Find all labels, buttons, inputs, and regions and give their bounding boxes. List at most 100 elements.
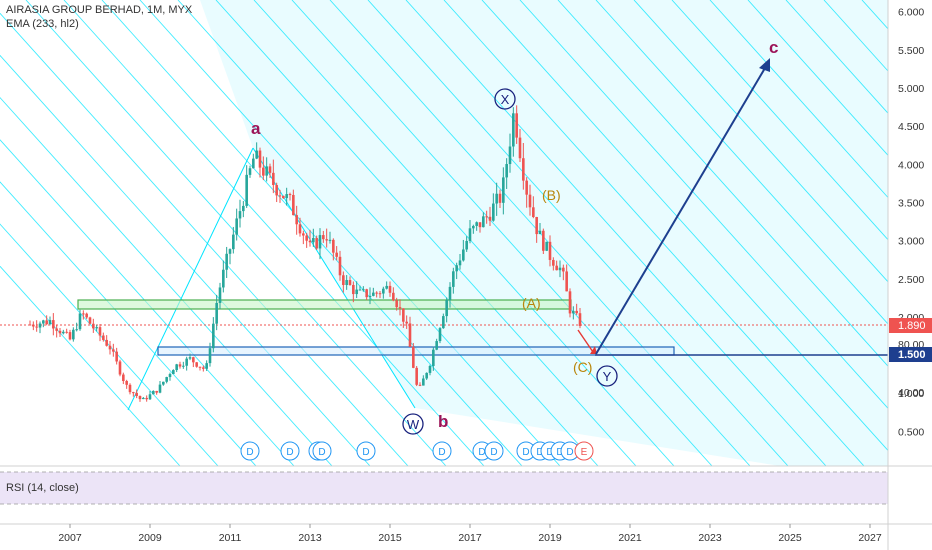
- candle-body: [458, 260, 462, 266]
- candle-body: [188, 357, 192, 359]
- candle-body: [335, 252, 338, 257]
- wave-label-B: (B): [542, 187, 561, 203]
- price-tick-label: 6.000: [898, 7, 924, 19]
- earnings-marker[interactable]: [574, 441, 594, 461]
- price-tick-label: 0.500: [898, 426, 924, 438]
- candle-body: [52, 320, 55, 329]
- candle-body: [532, 207, 535, 218]
- candle-body: [238, 211, 242, 219]
- dividend-marker-label: D: [546, 447, 553, 458]
- pitchfork-line: [253, 0, 675, 466]
- pitchfork-line: [671, 0, 888, 241]
- candle-body: [265, 166, 268, 176]
- candle-body: [452, 271, 455, 287]
- dividend-marker[interactable]: [240, 441, 260, 461]
- pitchfork-line: [595, 0, 888, 325]
- candle-body: [212, 323, 215, 349]
- candle-body: [345, 280, 348, 286]
- candle-body: [352, 284, 355, 295]
- pitchfork-line: [291, 0, 713, 466]
- dividend-marker[interactable]: [356, 441, 376, 461]
- candle-body: [225, 253, 228, 270]
- candle-body: [245, 174, 248, 206]
- dividend-marker[interactable]: [432, 441, 452, 461]
- candle-body: [495, 193, 498, 204]
- pitchfork-line: [0, 12, 409, 466]
- candle-body: [272, 172, 275, 186]
- pitchfork-line: [443, 0, 865, 466]
- candle-body: [485, 216, 488, 218]
- candle-body: [142, 397, 145, 400]
- candle-body: [102, 335, 105, 340]
- candle-body: [252, 158, 255, 169]
- candle-body: [165, 377, 168, 382]
- wave-label-X: X: [501, 92, 510, 107]
- time-tick-label: 2019: [538, 532, 562, 544]
- candle-body: [282, 195, 285, 199]
- candle-body: [122, 374, 125, 382]
- pitchfork-line: [177, 0, 599, 466]
- candle-body: [302, 233, 305, 236]
- rsi-label[interactable]: RSI (14, close): [6, 482, 79, 494]
- candle-body: [388, 285, 392, 293]
- candle-body: [348, 280, 352, 285]
- dividend-marker-label: D: [490, 447, 497, 458]
- pitchfork-handle: [127, 147, 254, 411]
- dividend-marker[interactable]: [484, 441, 504, 461]
- candle-body: [138, 395, 142, 400]
- rsi-legend: RSI (14, close): [6, 481, 79, 495]
- projection-arrow-down: [577, 329, 594, 353]
- pitchfork-line: [519, 0, 888, 409]
- wave-label-c: c: [769, 38, 778, 57]
- candle-body: [568, 291, 572, 314]
- candle-body: [425, 372, 428, 379]
- candle-body: [358, 289, 362, 291]
- candle-body: [442, 316, 445, 329]
- pitchfork-line: [0, 139, 295, 466]
- price-tick-label: 5.500: [898, 45, 924, 57]
- candle-body: [198, 366, 202, 368]
- dividend-marker[interactable]: [312, 441, 332, 461]
- candle-body: [365, 289, 368, 298]
- candle-body: [75, 329, 78, 331]
- pitchfork-line: [215, 0, 637, 466]
- price-tick-label: 3.500: [898, 197, 924, 209]
- time-tick-label: 2023: [698, 532, 722, 544]
- dividend-marker[interactable]: [280, 441, 300, 461]
- candle-body: [168, 374, 172, 378]
- price-axis[interactable]: 6.000 5.500 5.000 4.500 4.000 3.500 3.000 2.500…: [898, 7, 924, 439]
- candle-body: [145, 397, 148, 400]
- candle-body: [185, 358, 188, 366]
- candle-body: [148, 394, 152, 400]
- pitchfork-line: [785, 0, 888, 114]
- dividend-marker-label: D: [478, 447, 485, 458]
- time-axis[interactable]: 2007 2009 2011 2013 2015 2017 2019 2021 2023 2025…: [58, 524, 882, 544]
- time-tick-label: 2009: [138, 532, 162, 544]
- dividend-marker-label: D: [536, 447, 543, 458]
- candle-body: [402, 308, 405, 322]
- candle-body: [455, 265, 458, 272]
- candle-body: [405, 321, 408, 324]
- candle-body: [385, 285, 388, 289]
- candle-body: [465, 240, 468, 250]
- dividend-marker-label: D: [566, 447, 573, 458]
- pitchfork-line: [0, 265, 181, 466]
- time-tick-label: 2017: [458, 532, 482, 544]
- blue-support-zone[interactable]: [157, 346, 675, 356]
- chart-legend: AIRASIA GROUP BERHAD, 1M, MYX EMA (233, …: [6, 3, 192, 31]
- candle-body: [558, 267, 562, 271]
- candle-body: [562, 267, 565, 272]
- candle-body: [288, 194, 292, 196]
- wave-circle-W: [402, 413, 424, 435]
- projection-arrow-up[interactable]: [595, 62, 769, 355]
- candle-body: [328, 239, 332, 241]
- candle-body: [202, 367, 205, 369]
- candle-body: [105, 339, 108, 346]
- candle-body: [195, 362, 198, 367]
- symbol-title[interactable]: AIRASIA GROUP BERHAD, 1M, MYX: [6, 4, 193, 16]
- pitchfork-line: [101, 0, 523, 466]
- candle-body: [322, 235, 325, 240]
- candle-body: [222, 269, 225, 288]
- green-resistance-zone[interactable]: [77, 299, 572, 310]
- indicator-label[interactable]: EMA (233, hl2): [6, 18, 79, 30]
